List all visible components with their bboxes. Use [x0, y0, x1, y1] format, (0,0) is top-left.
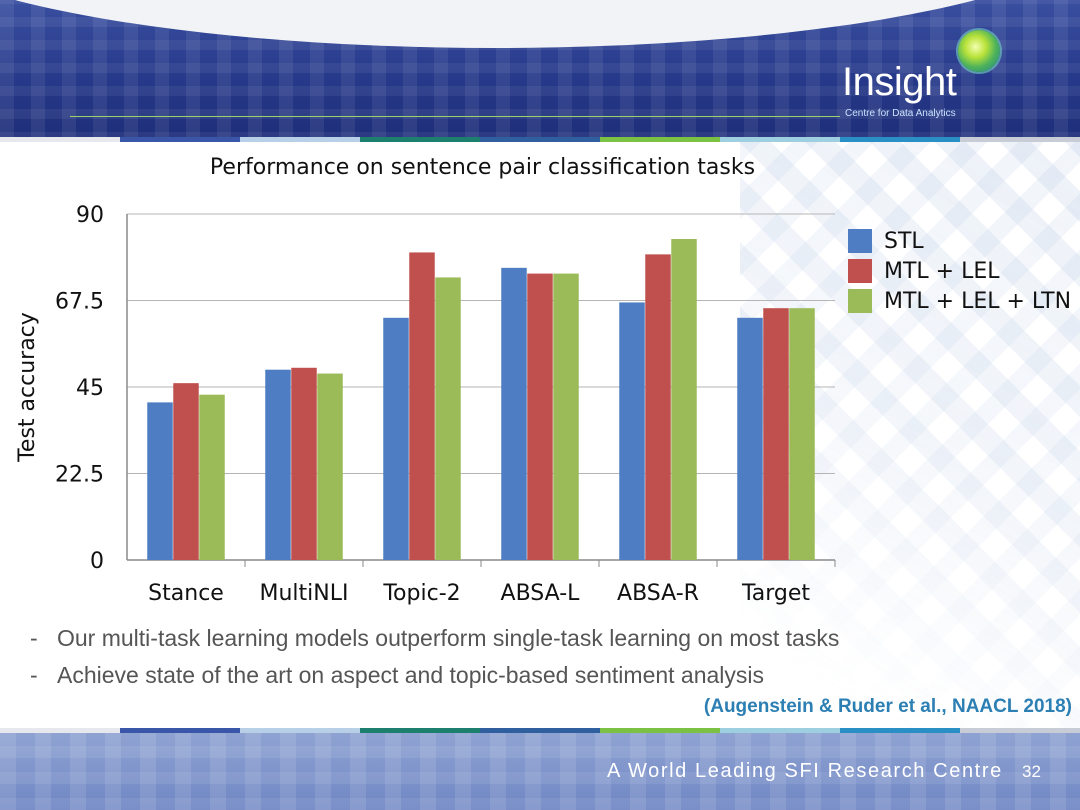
footer-tagline: A World Leading SFI Research Centre	[607, 760, 1003, 782]
bar	[527, 273, 553, 560]
page-number: 32	[1022, 762, 1041, 781]
stripe-segment	[960, 137, 1080, 142]
x-tick-label: MultiNLI	[260, 581, 349, 606]
bar	[619, 302, 645, 560]
stripe-segment	[240, 137, 360, 142]
bar	[265, 369, 291, 560]
stripe-segment	[240, 728, 360, 733]
bar	[671, 238, 697, 560]
bar	[383, 317, 409, 560]
legend-label: MTL + LEL	[884, 258, 1000, 284]
bullet-marker: -	[30, 625, 38, 651]
stripe-segment	[840, 137, 960, 142]
y-tick-label: 45	[76, 376, 104, 401]
stripe-segment	[360, 137, 480, 142]
bullet-marker: -	[30, 662, 38, 688]
y-tick-label: 22.5	[55, 463, 104, 488]
insight-logo-icon	[958, 30, 1000, 72]
x-tick-label: ABSA-L	[501, 581, 581, 606]
footer-stripes	[0, 728, 1080, 733]
legend-swatch	[848, 289, 872, 313]
stripe-segment	[600, 728, 720, 733]
stripe-segment	[600, 137, 720, 142]
bar	[501, 267, 527, 560]
slide-footer: A World Leading SFI Research Centre 32	[0, 733, 1080, 810]
bar	[173, 383, 199, 560]
stripe-segment	[960, 728, 1080, 733]
x-tick-label: Target	[741, 581, 810, 606]
x-tick-label: ABSA-R	[617, 581, 699, 606]
bullet-list: - Our multi-task learning models outperfo…	[30, 620, 839, 694]
stripe-segment	[480, 137, 600, 142]
bar	[553, 273, 579, 560]
bar	[317, 373, 343, 560]
chart-legend: STL MTL + LEL MTL + LEL + LTN	[848, 226, 1071, 316]
stripe-segment	[840, 728, 960, 733]
bar	[789, 308, 815, 560]
stripe-segment	[720, 728, 840, 733]
bullet-text: Achieve state of the art on aspect and t…	[57, 662, 765, 688]
stripe-segment	[0, 137, 120, 142]
slide-header: Insight Centre for Data Analytics	[0, 0, 1080, 142]
bar	[763, 308, 789, 560]
stripe-segment	[360, 728, 480, 733]
logo-subtitle: Centre for Data Analytics	[845, 108, 956, 119]
header-rule	[70, 116, 840, 117]
stripe-segment	[480, 728, 600, 733]
footer-mosaic	[0, 733, 1080, 810]
bar-chart: 0 22.5 45 67.5 90 Stance MultiNLI Topic-2 ABSA-L…	[15, 203, 836, 606]
stripe-segment	[0, 728, 120, 733]
y-axis-label: Test accuracy	[15, 312, 40, 463]
bar	[199, 394, 225, 560]
bullet-item: - Achieve state of the art on aspect and …	[30, 657, 839, 694]
x-tick-label: Topic-2	[382, 581, 460, 606]
bar	[435, 277, 461, 560]
bullet-item: - Our multi-task learning models outperfo…	[30, 620, 839, 657]
bar	[291, 367, 317, 560]
stripe-segment	[720, 137, 840, 142]
y-tick-label: 0	[90, 549, 104, 574]
bar	[645, 254, 671, 560]
y-tick-label: 90	[76, 203, 104, 228]
stripe-segment	[120, 137, 240, 142]
x-tick-label: Stance	[148, 581, 224, 606]
y-tick-label: 67.5	[55, 290, 104, 315]
legend-label: STL	[884, 228, 924, 254]
legend-label: MTL + LEL + LTN	[884, 288, 1072, 314]
legend-swatch	[848, 229, 872, 253]
legend-swatch	[848, 259, 872, 283]
citation: (Augenstein & Ruder et al., NAACL 2018)	[703, 696, 1072, 717]
bar	[737, 317, 763, 560]
bullet-text: Our multi-task learning models outperfor…	[57, 625, 840, 651]
header-stripes	[0, 137, 1080, 142]
legend-item: MTL + LEL	[848, 256, 1071, 286]
bar	[409, 252, 435, 560]
legend-item: STL	[848, 226, 1071, 256]
stripe-segment	[120, 728, 240, 733]
logo-text: Insight	[842, 60, 957, 104]
bar	[147, 402, 173, 560]
chart-title: Performance on sentence pair classificat…	[209, 155, 756, 180]
legend-item: MTL + LEL + LTN	[848, 286, 1071, 316]
